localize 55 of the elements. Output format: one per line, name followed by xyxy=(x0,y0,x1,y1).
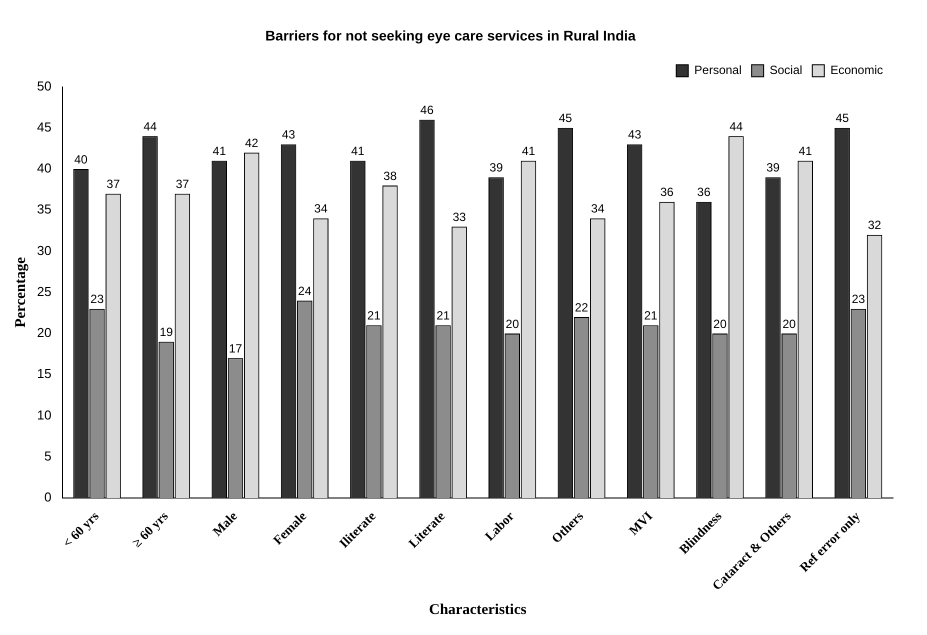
y-tick-label: 45 xyxy=(36,119,52,134)
data-label: 17 xyxy=(228,341,242,356)
data-label: 41 xyxy=(212,144,226,158)
data-label: 33 xyxy=(452,210,466,224)
data-label: 45 xyxy=(558,111,572,126)
data-label: 20 xyxy=(713,316,727,331)
data-label: 34 xyxy=(591,202,605,216)
data-label: 19 xyxy=(160,325,174,340)
data-label: 42 xyxy=(244,136,259,150)
data-label: 38 xyxy=(383,168,398,183)
data-label: 39 xyxy=(490,160,504,175)
data-label: 24 xyxy=(298,284,312,298)
data-label: 41 xyxy=(351,144,365,158)
y-tick-label: 15 xyxy=(36,366,52,382)
legend-label: Personal xyxy=(694,63,742,78)
data-label: 45 xyxy=(836,111,850,126)
data-label: 44 xyxy=(143,119,158,134)
x-tick-label: ≥ 60 yrs xyxy=(129,508,171,550)
data-label: 32 xyxy=(868,218,882,232)
data-label: 39 xyxy=(766,160,780,175)
legend-label: Economic xyxy=(830,63,883,78)
x-tick-label: < 60 yrs xyxy=(60,508,102,550)
data-label: 41 xyxy=(798,144,812,158)
data-label: 41 xyxy=(522,144,536,158)
y-tick-label: 40 xyxy=(36,160,52,176)
data-label: 37 xyxy=(106,177,120,192)
y-tick-label: 25 xyxy=(36,284,52,299)
data-label: 44 xyxy=(729,119,744,134)
data-label: 23 xyxy=(90,292,104,306)
data-label: 21 xyxy=(367,308,381,323)
data-label: 20 xyxy=(782,316,796,331)
data-label: 21 xyxy=(436,308,450,323)
data-label: 37 xyxy=(176,177,190,192)
data-label: 36 xyxy=(660,185,674,200)
x-axis-title: Characteristics xyxy=(428,602,527,618)
y-tick-label: 30 xyxy=(36,242,52,258)
data-label: 36 xyxy=(697,185,711,200)
y-tick-label: 10 xyxy=(36,407,52,422)
data-label: 46 xyxy=(420,103,434,118)
chart-title: Barriers for not seeking eye care services in Rural India xyxy=(265,27,636,44)
data-label: 43 xyxy=(282,128,296,142)
data-label: 40 xyxy=(74,152,88,166)
legend-label: Social xyxy=(770,63,802,78)
y-tick-label: 50 xyxy=(36,78,52,94)
data-label: 23 xyxy=(852,292,866,306)
y-tick-label: 35 xyxy=(36,202,52,217)
data-label: 43 xyxy=(628,128,642,142)
y-tick-label: 5 xyxy=(44,448,52,464)
y-tick-label: 0 xyxy=(44,490,52,505)
data-label: 21 xyxy=(644,308,658,323)
y-tick-label: 20 xyxy=(36,325,52,340)
data-label: 20 xyxy=(506,316,520,331)
data-label: 22 xyxy=(574,300,589,314)
y-axis-title: Percentage xyxy=(12,256,29,328)
data-label: 34 xyxy=(314,202,328,216)
